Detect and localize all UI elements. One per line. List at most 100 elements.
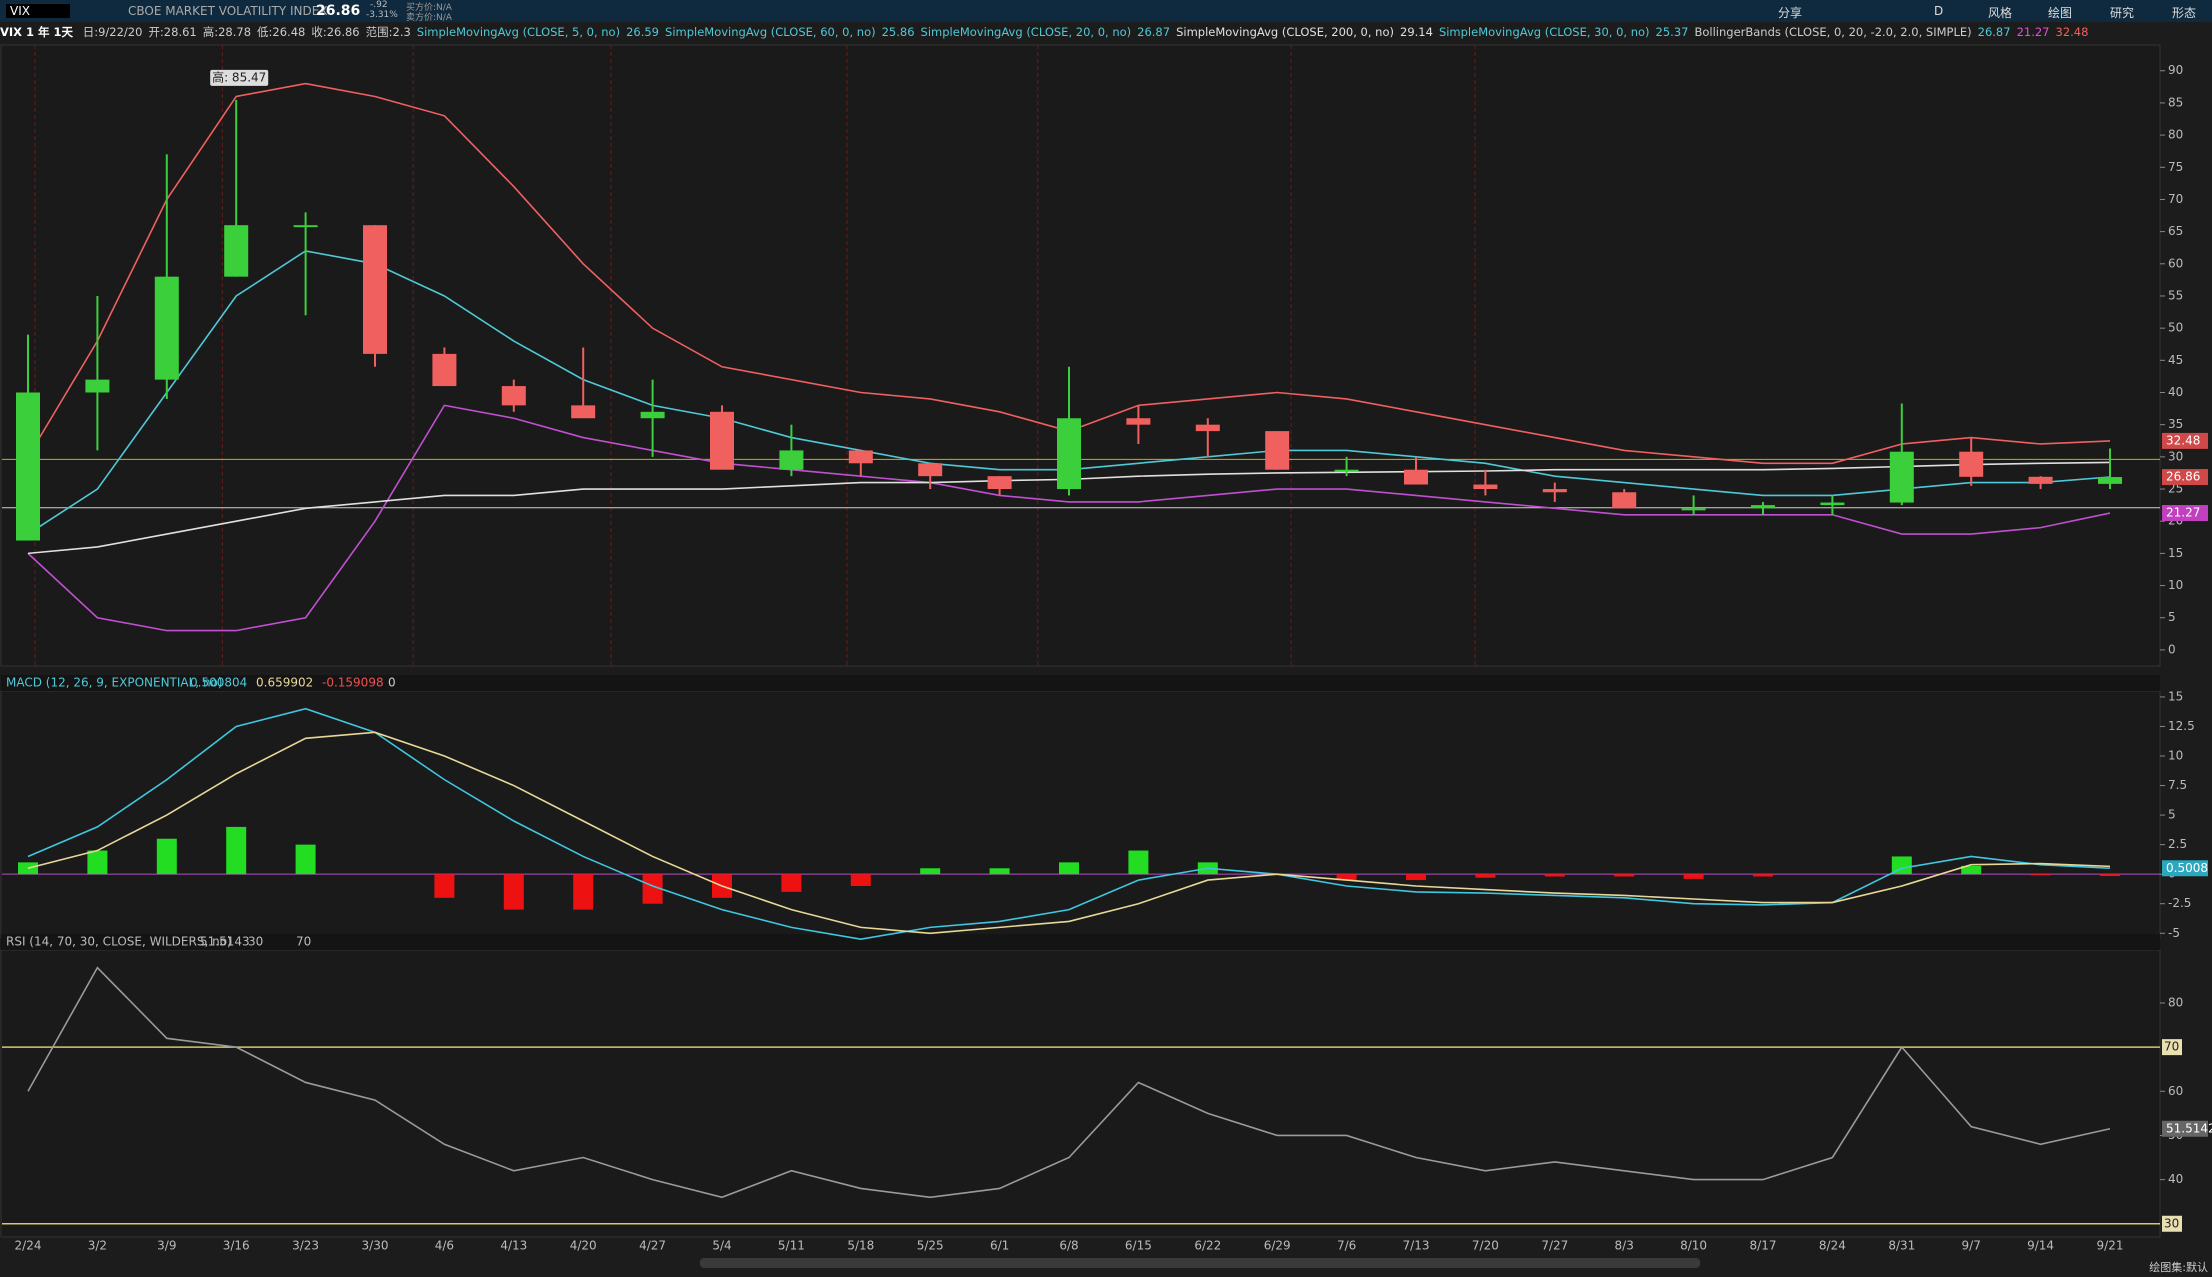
panel-value: -0.159098 [322, 676, 384, 690]
info-field: 日:9/22/20 [82, 25, 143, 39]
histogram-bar [781, 874, 802, 892]
histogram-bar [642, 874, 663, 904]
histogram-bar [1128, 850, 1149, 875]
info-field: 高:28.78 [202, 25, 252, 39]
candle-body [1542, 489, 1567, 493]
y-tick-label: 7.5 [2168, 778, 2187, 792]
price-tag-label: 32.48 [2166, 433, 2200, 447]
x-tick-label: 8/10 [1680, 1239, 1707, 1253]
x-tick-label: 8/24 [1819, 1239, 1846, 1253]
candle-body [1612, 492, 1637, 509]
panel-title: RSI (14, 70, 30, CLOSE, WILDERS, no) [6, 935, 232, 949]
y-tick-label: 10 [2168, 749, 2183, 763]
candle-body [293, 225, 318, 228]
price-tag-label: 0.5008 [2166, 861, 2208, 875]
candle-body [224, 225, 249, 277]
y-tick-label: 12.5 [2168, 719, 2195, 733]
y-tick-label: 75 [2168, 160, 2183, 174]
button[interactable]: 研究 [2110, 6, 2135, 20]
candle-body [432, 353, 457, 387]
panel-header [1, 934, 2160, 950]
chart-title: VIX 1 年 1天 [0, 25, 74, 39]
study-value: 26.87 [1977, 25, 2011, 39]
y-tick-label: 45 [2168, 353, 2183, 367]
y-tick-label: 60 [2168, 1084, 2183, 1098]
x-tick-label: 9/21 [2097, 1239, 2124, 1253]
x-tick-label: 5/11 [778, 1239, 805, 1253]
y-tick-label: 40 [2168, 385, 2183, 399]
study-name: SimpleMovingAvg (CLOSE, 60, 0, no) [665, 25, 876, 39]
candle-body [1959, 451, 1984, 477]
y-tick-label: 65 [2168, 224, 2183, 238]
candle-body [1404, 469, 1428, 485]
histogram-bar [1059, 862, 1079, 875]
x-tick-label: 5/18 [847, 1239, 874, 1253]
study-value: 26.87 [1137, 25, 1171, 39]
high-label-box [210, 69, 269, 86]
x-tick-label: 7/6 [1337, 1239, 1356, 1253]
button[interactable]: 风格 [1988, 6, 2013, 20]
candle-body [1057, 418, 1081, 490]
level-tag-label: 30 [2164, 1216, 2179, 1230]
indicator-line [27, 731, 2111, 935]
y-tick-label: 30 [2168, 449, 2183, 463]
study-value: 26.59 [626, 25, 660, 39]
y-tick-label: 5 [2168, 610, 2176, 624]
button[interactable]: 形态 [2172, 6, 2197, 20]
y-tick-label: 85 [2168, 95, 2183, 109]
price-tag [2162, 505, 2208, 522]
info-field: 开:28.61 [148, 25, 197, 39]
candle-body [363, 225, 387, 354]
x-tick-label: 3/2 [88, 1239, 107, 1253]
price-tag [2162, 469, 2208, 486]
y-tick-label: 50 [2168, 321, 2183, 335]
panel [0, 949, 2161, 1238]
info-field: 范围:2.3 [365, 25, 411, 39]
y-tick-label: 10 [2168, 578, 2183, 592]
histogram-bar [434, 874, 455, 898]
info-field: 收:26.86 [311, 25, 360, 39]
change-pct: -3.31% [366, 10, 398, 20]
histogram-bar [295, 844, 316, 875]
y-tick-label: 80 [2168, 995, 2183, 1009]
candle-body [2098, 477, 2122, 484]
x-tick-label: 6/22 [1194, 1239, 1221, 1253]
scrollbar[interactable] [700, 1258, 1700, 1268]
button[interactable]: 分享 [1778, 6, 1803, 20]
candle-body [1334, 469, 1359, 472]
x-tick-label: 5/4 [712, 1239, 731, 1253]
candle-body [1751, 505, 1775, 509]
study-value: 32.48 [2055, 25, 2089, 39]
price-tag-label: 26.86 [2166, 470, 2200, 484]
x-tick-label: 9/7 [1962, 1239, 1981, 1253]
candle-body [1265, 431, 1290, 470]
x-tick-label: 2/24 [15, 1239, 42, 1253]
candle-body [16, 392, 40, 541]
drawing-set[interactable]: 绘图集:默认 [2149, 1261, 2208, 1274]
bid: 买方价:N/A [406, 3, 452, 13]
panel-value: 0.659902 [256, 676, 313, 690]
y-tick-label: 5 [2168, 808, 2176, 822]
candle-body [2028, 476, 2053, 484]
x-tick-label: 7/20 [1472, 1239, 1499, 1253]
price-tag-label: 21.27 [2166, 506, 2200, 520]
histogram-bar [156, 838, 177, 875]
study-name: SimpleMovingAvg (CLOSE, 200, 0, no) [1176, 25, 1394, 39]
panel-value: 0.500804 [190, 676, 247, 690]
y-tick-label: -5 [2168, 926, 2180, 940]
panel [0, 44, 2161, 667]
candle-body [154, 276, 179, 380]
button[interactable]: 绘图 [2048, 6, 2073, 20]
y-tick-label: 70 [2168, 192, 2183, 206]
x-tick-label: 7/13 [1403, 1239, 1430, 1253]
high-label: 高: 85.47 [212, 69, 266, 84]
x-tick-label: 3/30 [362, 1239, 389, 1253]
last-price: 26.86 [316, 3, 361, 19]
price-tag [2162, 432, 2208, 449]
button[interactable]: D [1934, 4, 1944, 18]
candle-body [571, 405, 596, 419]
candle-body [848, 450, 873, 464]
histogram-bar [1475, 874, 1496, 878]
symbol-input[interactable]: VIX [6, 4, 70, 18]
ask: 卖方价:N/A [406, 13, 452, 23]
